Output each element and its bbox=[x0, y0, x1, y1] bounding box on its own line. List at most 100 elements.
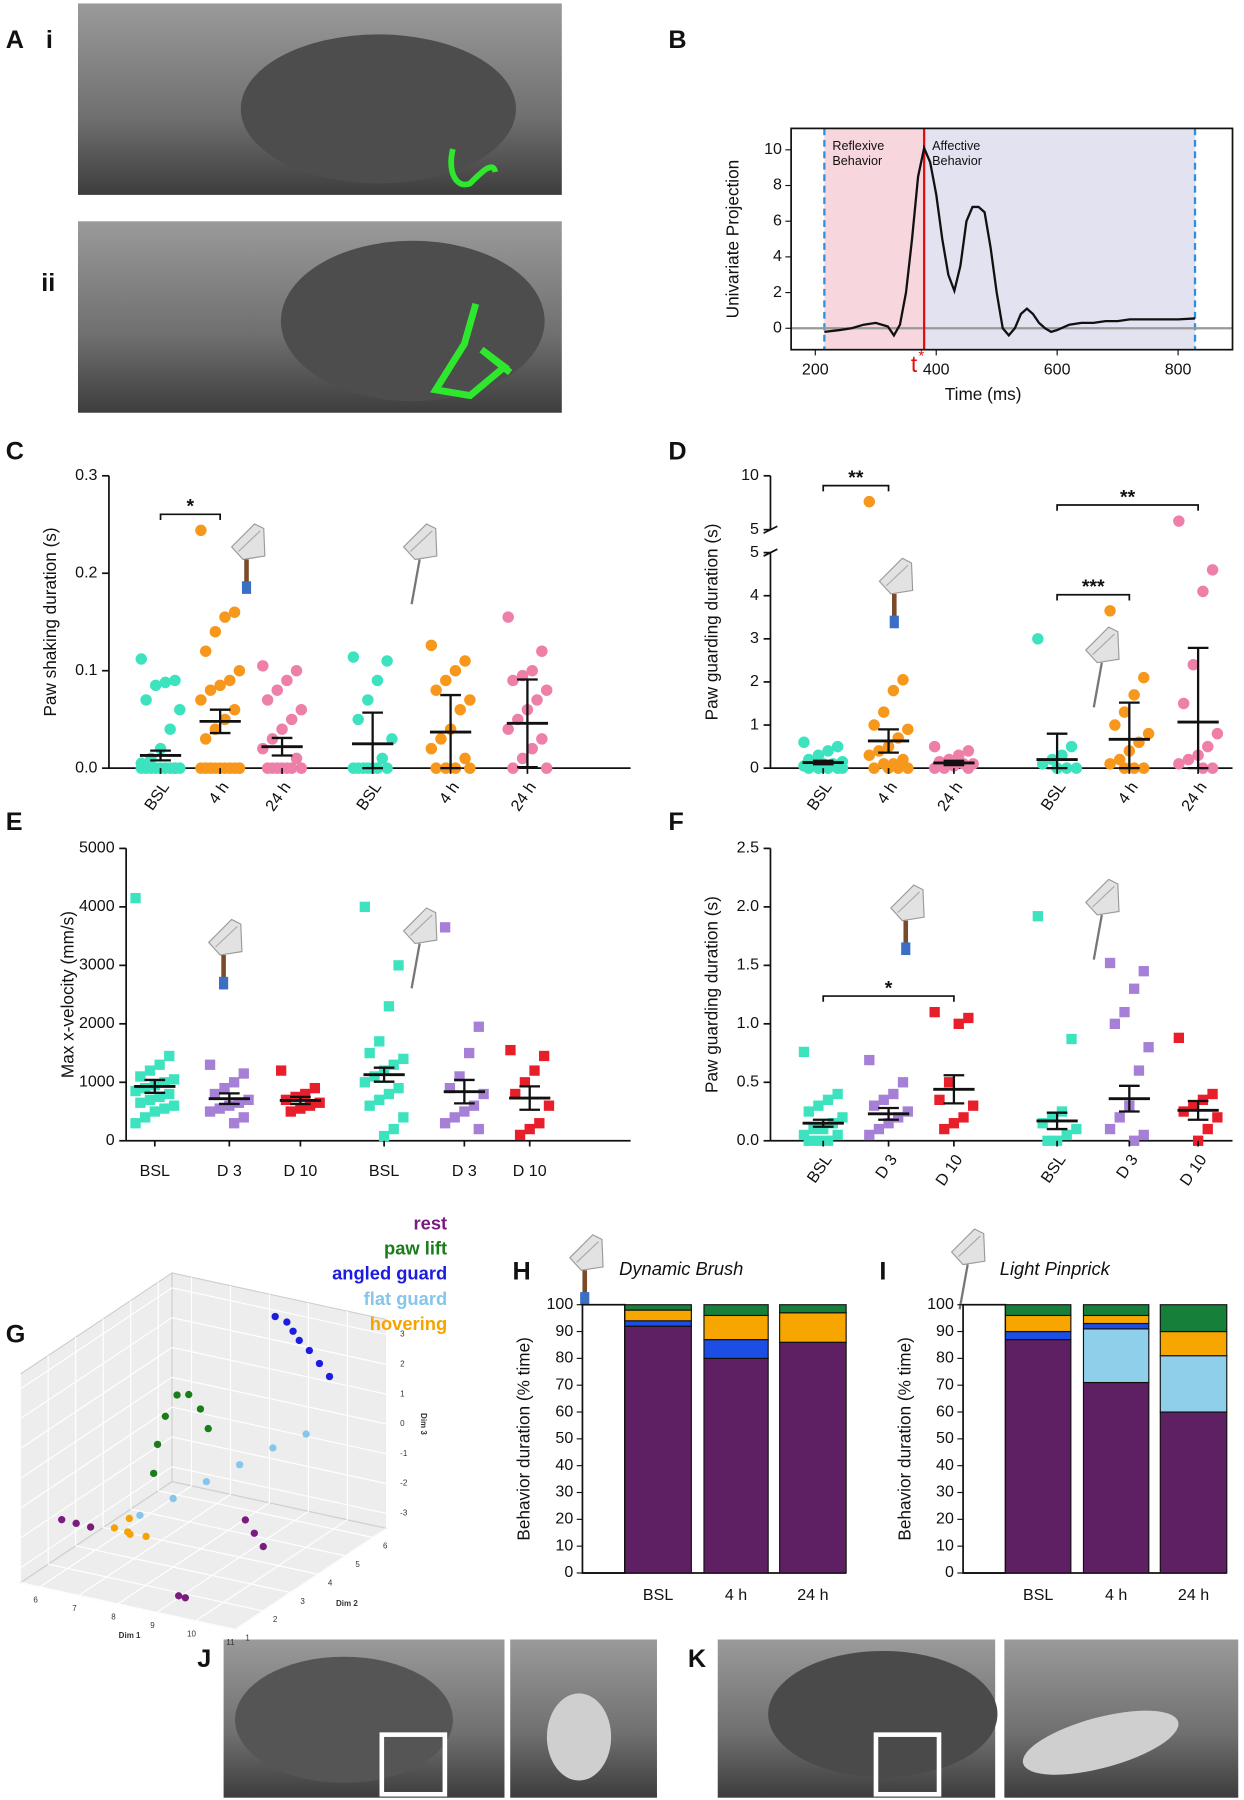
point bbox=[398, 1112, 409, 1123]
pin-icon bbox=[1086, 879, 1119, 959]
y-tick-label: 2.5 bbox=[737, 839, 759, 857]
point bbox=[135, 762, 148, 774]
point bbox=[1173, 1032, 1185, 1044]
point bbox=[798, 1129, 810, 1141]
point bbox=[219, 1082, 230, 1094]
point bbox=[1042, 1135, 1053, 1146]
x-tick-label: BSL bbox=[643, 1586, 673, 1604]
pin-icon bbox=[404, 524, 437, 604]
point bbox=[902, 723, 914, 736]
plot-frame bbox=[581, 1303, 626, 1574]
point bbox=[1128, 983, 1140, 994]
brush-icon bbox=[570, 1235, 603, 1305]
point bbox=[514, 1129, 526, 1141]
y-tick-label: 30 bbox=[555, 1483, 573, 1501]
point bbox=[58, 1515, 66, 1524]
point bbox=[154, 1059, 165, 1070]
grid-line bbox=[20, 1581, 236, 1630]
point bbox=[888, 1088, 899, 1100]
point bbox=[1056, 749, 1068, 761]
point bbox=[837, 1112, 848, 1123]
y-tick-label: 70 bbox=[555, 1375, 573, 1393]
point bbox=[440, 674, 452, 687]
point bbox=[1138, 1129, 1149, 1141]
point bbox=[144, 1065, 156, 1076]
point bbox=[1206, 564, 1219, 576]
point bbox=[168, 1100, 180, 1111]
point bbox=[238, 1068, 249, 1079]
point bbox=[153, 1440, 162, 1449]
y-tick-label: 30 bbox=[936, 1483, 954, 1501]
point bbox=[386, 733, 398, 745]
plot-frame bbox=[790, 127, 1234, 351]
panel-label: A bbox=[6, 26, 24, 54]
point bbox=[185, 1390, 193, 1399]
point bbox=[295, 1336, 303, 1345]
paw-track bbox=[448, 148, 499, 188]
panel-label: H bbox=[513, 1257, 531, 1285]
point bbox=[1061, 1129, 1072, 1141]
bar-segment bbox=[703, 1339, 769, 1359]
point bbox=[430, 684, 442, 696]
y-tick-label: 80 bbox=[555, 1349, 573, 1367]
point bbox=[507, 762, 519, 774]
x-tick-label: BSL bbox=[141, 779, 173, 814]
point bbox=[962, 745, 975, 757]
x-tick-label: 10 bbox=[187, 1630, 196, 1639]
grid-line bbox=[171, 1346, 387, 1395]
point bbox=[1066, 1033, 1077, 1045]
sig-label: * bbox=[187, 496, 195, 518]
point bbox=[507, 674, 519, 687]
point bbox=[169, 674, 181, 687]
point bbox=[502, 611, 514, 623]
point bbox=[502, 723, 514, 735]
marker-label: t bbox=[911, 351, 918, 377]
bar-segment bbox=[1159, 1330, 1228, 1357]
point bbox=[1113, 753, 1126, 766]
y-tick-label: 8 bbox=[773, 176, 782, 194]
y-tick-label: 0.2 bbox=[75, 563, 97, 581]
y-tick-label: 40 bbox=[555, 1456, 573, 1474]
bar-segment bbox=[1159, 1304, 1228, 1333]
point bbox=[454, 1071, 465, 1082]
region-label: Reflexive bbox=[832, 139, 884, 153]
photos bbox=[77, 3, 1239, 1798]
y-tick-label: 40 bbox=[936, 1456, 954, 1474]
point bbox=[529, 1065, 540, 1076]
point bbox=[1138, 671, 1150, 684]
legend-entry: angled guard bbox=[332, 1263, 447, 1284]
point bbox=[228, 606, 241, 618]
point bbox=[289, 1327, 297, 1335]
legend-entry: rest bbox=[414, 1212, 448, 1233]
point bbox=[902, 1106, 913, 1117]
y-tick-label: 2 bbox=[273, 1615, 278, 1624]
x-tick-label: D 3 bbox=[1113, 1151, 1142, 1182]
x-tick-label: D 3 bbox=[452, 1162, 477, 1180]
point bbox=[295, 703, 308, 716]
panel-label: G bbox=[6, 1320, 26, 1348]
paw-track bbox=[430, 302, 513, 400]
point bbox=[352, 762, 364, 774]
grid-line bbox=[39, 1485, 192, 1588]
y-tick-label: 5000 bbox=[79, 839, 115, 857]
y-tick-label: 3000 bbox=[79, 956, 115, 974]
y-tick-label: 10 bbox=[936, 1536, 954, 1554]
bar-segment bbox=[1004, 1304, 1072, 1317]
y-axis-label: Paw guarding duration (s) bbox=[702, 896, 722, 1093]
point bbox=[290, 752, 303, 765]
x-tick-label: BSL bbox=[140, 1162, 170, 1180]
point bbox=[868, 719, 880, 731]
x-axis-label: Time (ms) bbox=[945, 384, 1022, 404]
bar-segment bbox=[1082, 1304, 1150, 1317]
y-tick-label: 1.5 bbox=[737, 956, 759, 974]
point bbox=[887, 684, 900, 697]
grid-line bbox=[20, 1347, 173, 1449]
point bbox=[832, 1129, 843, 1141]
y-tick-label: 0.0 bbox=[737, 1131, 759, 1149]
grid-line bbox=[20, 1466, 173, 1569]
y-tick-label: 2 bbox=[773, 283, 782, 301]
point bbox=[1173, 758, 1185, 770]
point bbox=[381, 655, 393, 667]
point bbox=[164, 723, 176, 735]
point bbox=[1138, 762, 1150, 774]
